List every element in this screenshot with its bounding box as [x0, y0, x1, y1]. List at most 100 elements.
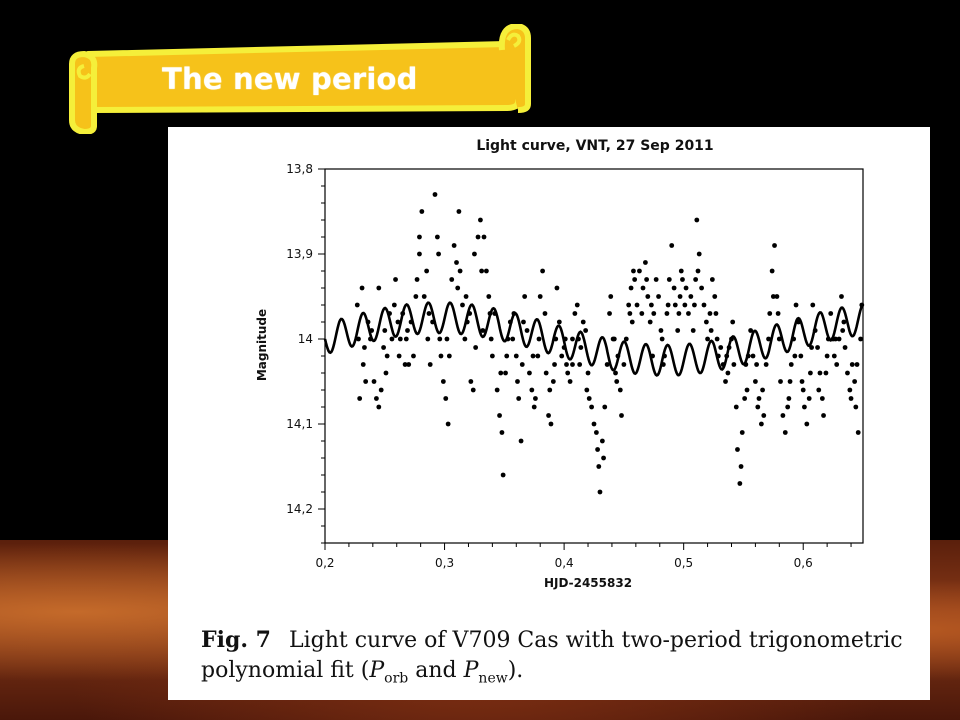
slide-title: The new period: [162, 62, 418, 96]
data-point: [699, 285, 704, 291]
data-point: [769, 268, 775, 274]
caption-and: and: [408, 658, 464, 683]
data-point: [371, 379, 377, 384]
data-point: [848, 396, 854, 401]
data-point: [599, 438, 605, 444]
x-tick-label: 0,6: [794, 556, 813, 570]
data-point: [852, 379, 858, 384]
data-point: [570, 362, 575, 367]
data-point: [651, 311, 657, 316]
data-point: [499, 430, 505, 435]
data-point: [438, 353, 444, 359]
data-point: [411, 353, 416, 359]
data-point: [676, 311, 682, 316]
data-point: [683, 285, 689, 291]
data-point: [786, 396, 792, 401]
fit-curve: [323, 301, 865, 377]
data-point: [782, 430, 788, 435]
data-point: [396, 353, 402, 359]
data-point: [478, 217, 483, 223]
data-point: [542, 311, 548, 316]
data-point: [565, 370, 571, 376]
scroll-shape: [69, 24, 531, 134]
data-point: [669, 243, 675, 248]
data-point: [824, 353, 830, 359]
data-point: [763, 362, 769, 367]
data-point: [682, 302, 688, 308]
data-point: [445, 421, 451, 427]
data-point: [421, 294, 427, 299]
data-point: [833, 336, 838, 342]
caption-text: polynomial fit (: [201, 658, 370, 683]
data-point: [395, 319, 401, 325]
data-point: [845, 370, 850, 376]
data-point: [631, 268, 636, 274]
data-point: [360, 362, 366, 367]
data-point: [515, 379, 520, 384]
data-point: [637, 268, 642, 274]
data-point: [666, 277, 672, 282]
data-point: [617, 387, 623, 393]
data-point: [531, 404, 537, 410]
data-point: [488, 336, 494, 342]
data-point: [815, 345, 820, 350]
figure-caption: Fig. 7 Light curve of V709 Cas with two-p…: [201, 625, 926, 693]
data-point: [712, 294, 718, 299]
caption-pnew: P: [463, 658, 479, 683]
data-point: [585, 370, 591, 376]
data-point: [536, 336, 542, 342]
data-point: [738, 464, 744, 469]
caption-line-2: polynomial fit (Porb and Pnew).: [201, 656, 926, 693]
data-point: [362, 345, 367, 350]
data-point: [406, 362, 412, 367]
data-point: [714, 336, 720, 342]
data-point: [802, 404, 807, 410]
data-point: [363, 379, 369, 384]
data-point: [597, 489, 603, 495]
data-point: [858, 336, 864, 342]
data-point: [426, 311, 432, 316]
data-point: [444, 336, 450, 342]
data-point: [354, 302, 360, 308]
data-point: [694, 217, 700, 223]
y-tick-label: 14,1: [286, 417, 313, 431]
data-point: [403, 336, 409, 342]
data-point: [413, 294, 419, 299]
data-point: [703, 319, 709, 325]
data-point: [834, 362, 840, 367]
data-point: [443, 396, 449, 401]
data-point: [473, 345, 479, 350]
data-point: [614, 379, 620, 384]
data-point: [472, 251, 477, 257]
data-point: [671, 285, 677, 291]
data-point: [424, 268, 430, 274]
data-point: [753, 379, 758, 384]
data-point: [586, 396, 592, 401]
data-point: [800, 387, 806, 393]
data-point: [847, 387, 853, 393]
data-point: [613, 370, 618, 376]
data-point: [688, 294, 694, 299]
x-tick-label: 0,2: [315, 556, 334, 570]
data-point: [554, 285, 560, 291]
data-point: [529, 387, 535, 393]
data-point: [516, 396, 522, 401]
data-point: [437, 336, 443, 342]
data-point: [417, 234, 422, 240]
data-point: [468, 379, 474, 384]
data-point: [804, 421, 810, 427]
data-point: [680, 277, 685, 282]
data-point: [391, 302, 397, 308]
data-point: [578, 345, 584, 350]
data-point: [567, 379, 573, 384]
data-point: [693, 277, 699, 282]
data-point: [481, 234, 487, 240]
data-point: [664, 311, 670, 316]
data-point: [519, 362, 525, 367]
data-point: [454, 260, 459, 265]
plot-frame: [324, 168, 864, 544]
data-point: [574, 302, 580, 308]
data-point: [841, 319, 847, 325]
data-point: [524, 328, 530, 333]
data-point: [591, 421, 597, 427]
